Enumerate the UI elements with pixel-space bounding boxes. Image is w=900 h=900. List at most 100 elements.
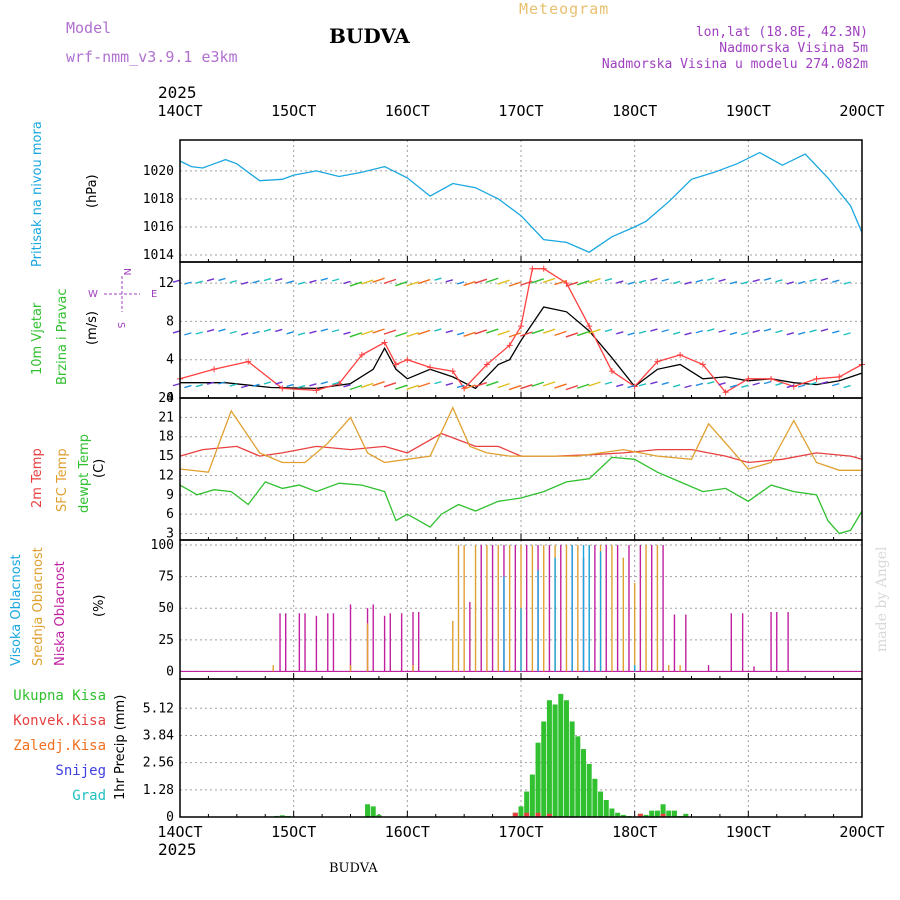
year-bottom: 2025 <box>158 840 197 859</box>
wind-barb <box>383 382 397 388</box>
precip-bar <box>598 791 604 817</box>
y-tick-label: 0 <box>166 664 174 679</box>
gust-marker <box>404 356 411 363</box>
wind-barb <box>729 384 738 388</box>
precip-bar <box>643 814 649 817</box>
wind-barb <box>718 382 726 386</box>
precip-bar <box>581 749 587 817</box>
wind-barb <box>286 383 294 388</box>
wind-barb <box>463 384 476 390</box>
gust-marker <box>518 323 524 330</box>
precip-bar <box>586 763 592 817</box>
wind-barb <box>286 280 294 284</box>
precip-bar <box>365 804 371 817</box>
compass-e: E <box>151 289 157 300</box>
y-tick-label: 9 <box>166 488 174 503</box>
temp-sfc-label: SFC Temp <box>55 448 70 512</box>
precip-bar <box>615 812 621 817</box>
wind-barb <box>456 332 465 336</box>
compass-s: S <box>115 322 126 328</box>
wind-barb <box>576 280 590 286</box>
wind-barb <box>297 281 306 285</box>
wind-barb <box>763 328 772 332</box>
wind-barb <box>508 384 522 391</box>
temp-2m-label: 2m Temp <box>30 448 45 508</box>
wind-barb <box>456 384 465 389</box>
precip-axis-label: 1hr Precip (mm) <box>113 695 128 800</box>
wind-barb <box>343 384 351 388</box>
wind-barb <box>820 328 829 332</box>
temp-unit-label: (C) <box>92 459 107 478</box>
wind-barb <box>372 328 385 334</box>
city-title: BUDVA <box>329 24 410 48</box>
precip-bar <box>524 791 530 817</box>
wind-barb <box>729 331 738 336</box>
wind-barb <box>809 329 817 333</box>
wind-barb <box>372 380 385 387</box>
wind-barb <box>520 280 533 286</box>
gust-marker <box>677 351 684 358</box>
gust-marker <box>813 375 820 382</box>
wind-barb <box>741 331 749 336</box>
wind-barb <box>797 331 806 336</box>
wind-barb <box>486 381 499 387</box>
wind-barb <box>832 330 840 334</box>
wind-barb <box>554 279 567 286</box>
wind-barb <box>695 330 704 334</box>
wind-barb <box>252 280 260 284</box>
gust-marker <box>313 387 320 394</box>
y-tick-label: 4 <box>166 353 174 368</box>
precip-bar <box>518 806 524 817</box>
wind-barb <box>172 330 181 334</box>
precip-bar <box>575 736 581 817</box>
dewpt-label: dewpt Temp <box>77 434 92 513</box>
gust-marker <box>540 265 547 272</box>
y-tick-label: 1016 <box>143 220 174 235</box>
footer-city: BUDVA <box>329 861 378 876</box>
wind-barb <box>497 279 510 285</box>
wind-barb <box>588 277 601 284</box>
x-tick-label-bottom: 17OCT <box>498 823 543 841</box>
gust-marker <box>768 375 775 382</box>
wind-barb <box>672 280 681 285</box>
wind-unit-label: (m/s) <box>85 311 100 345</box>
wind-barb <box>650 381 658 385</box>
x-tick-label-bottom: 19OCT <box>726 823 771 841</box>
wind-barb <box>672 384 681 388</box>
wind-barb <box>320 381 328 385</box>
wind-barb <box>331 381 340 386</box>
series-line-sfc-temp <box>179 406 862 473</box>
wind-barb <box>309 279 317 284</box>
precip-bar <box>683 813 689 817</box>
wind-barb <box>763 277 772 281</box>
wind-barb <box>372 277 385 283</box>
wind-barb <box>383 278 397 285</box>
mid-cloud-label: Srednja Oblacnost <box>31 547 46 666</box>
wind-barb <box>252 383 260 387</box>
wind-barb <box>832 279 840 283</box>
y-tick-label: 0 <box>166 810 174 825</box>
series-line-wind-gust <box>179 268 863 394</box>
y-tick-label: 12 <box>158 468 174 483</box>
wind-barb <box>843 332 851 336</box>
compass-cross <box>104 276 140 312</box>
wind-barb <box>331 329 340 333</box>
pressure-axis-label: Pritisak na nivou mora <box>30 121 45 267</box>
gust-marker <box>722 389 729 396</box>
wind-barb <box>843 384 851 389</box>
gust-marker <box>836 373 843 380</box>
gust-marker <box>449 368 456 375</box>
precip-bar <box>671 810 677 817</box>
precip-bar <box>609 808 615 817</box>
wind-barb <box>241 332 249 336</box>
wind-barb <box>361 330 374 336</box>
precip-bar <box>535 812 541 817</box>
wind-barb <box>741 281 749 285</box>
wind-barb <box>320 328 328 332</box>
wind-barb <box>616 383 624 388</box>
wind-barb <box>252 330 260 335</box>
precip-legend-3: Snijeg <box>55 763 106 779</box>
wind-barb <box>486 328 499 334</box>
wind-barb <box>343 331 351 335</box>
wind-barb <box>184 281 192 285</box>
